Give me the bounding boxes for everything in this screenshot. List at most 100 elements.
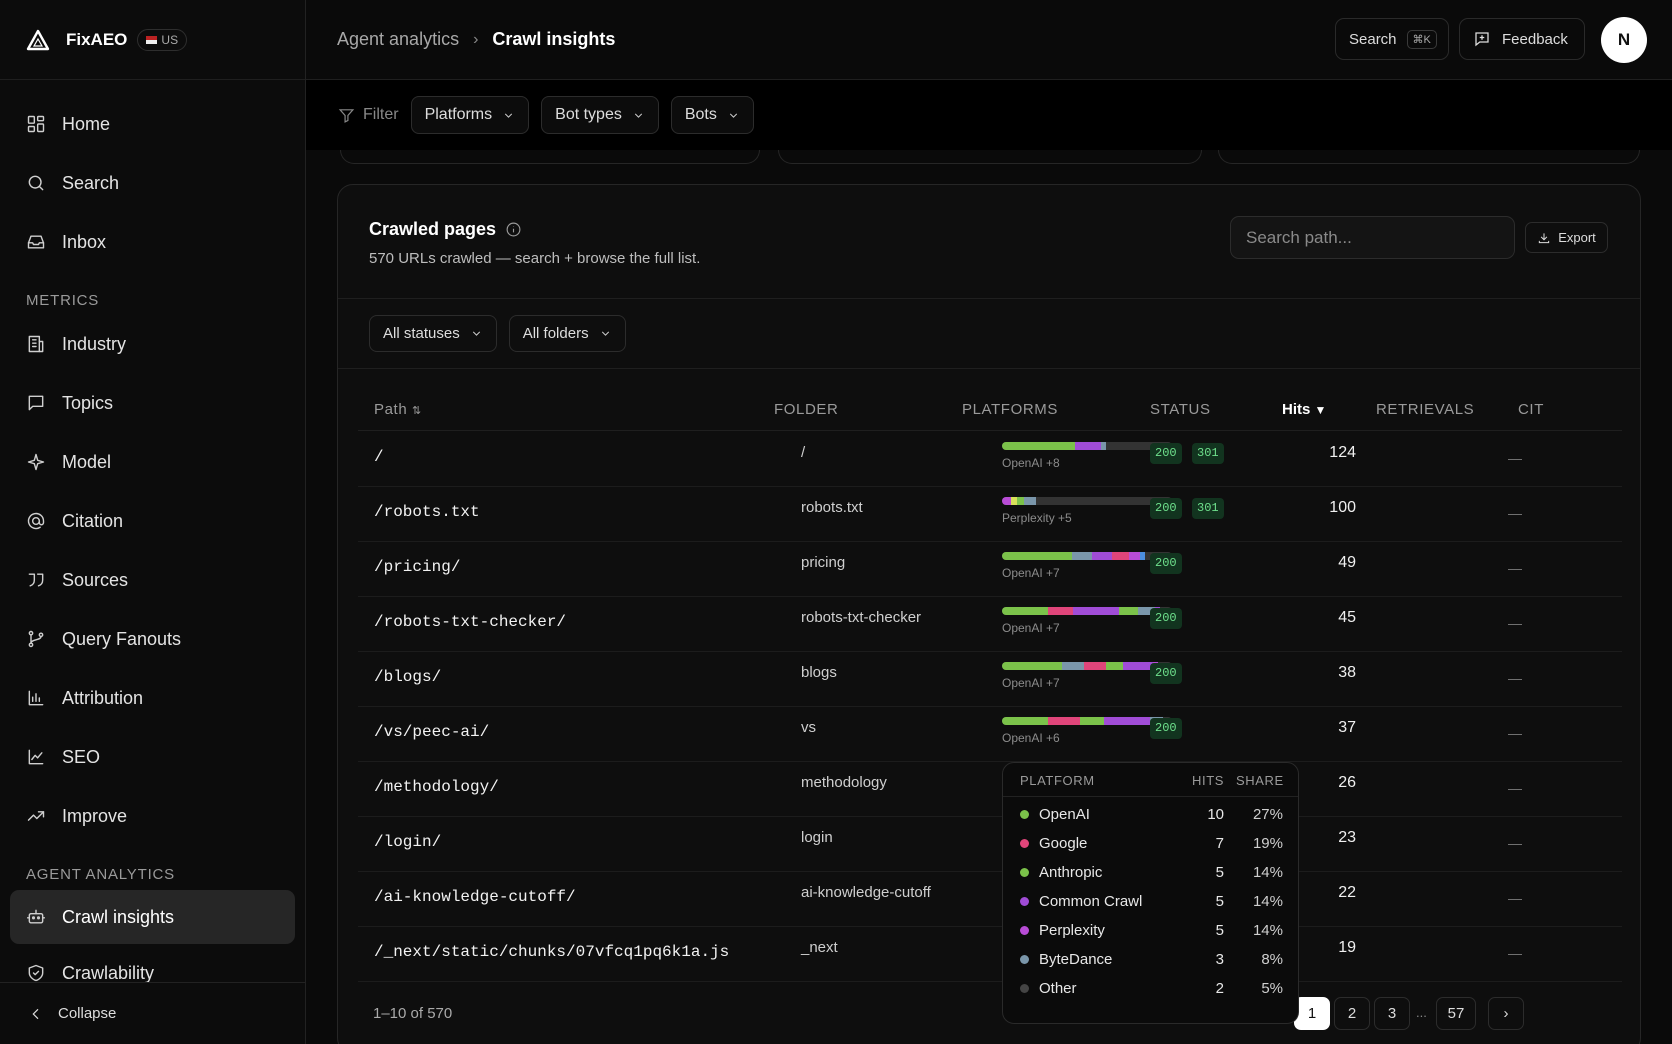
status-badge: 200	[1150, 663, 1182, 684]
column-hits[interactable]: Hits ▼	[1282, 401, 1326, 418]
table-row[interactable]: /ai-knowledge-cutoff/ai-knowledge-cutoff…	[358, 872, 1622, 927]
tooltip-row: Anthropic 5 14%	[1020, 862, 1283, 884]
sidebar-item-query-fanouts[interactable]: Query Fanouts	[10, 612, 295, 666]
sidebar-item-improve[interactable]: Improve	[10, 789, 295, 843]
row-retrievals: —	[1508, 670, 1522, 686]
path-search-input[interactable]	[1230, 216, 1515, 259]
sidebar-item-citation[interactable]: Citation	[10, 494, 295, 548]
page-button-last[interactable]: 57	[1436, 997, 1476, 1030]
crawled-pages-panel: Crawled pages 570 URLs crawled — search …	[337, 184, 1641, 1044]
row-retrievals: —	[1508, 780, 1522, 796]
sidebar-item-topics[interactable]: Topics	[10, 376, 295, 430]
tooltip-platform-name: OpenAI	[1039, 806, 1090, 823]
export-button[interactable]: Export	[1525, 222, 1608, 253]
sidebar-item-attribution[interactable]: Attribution	[10, 671, 295, 725]
tooltip-platform-hits: 10	[1207, 806, 1224, 823]
feedback-button[interactable]: Feedback	[1459, 18, 1585, 60]
platform-bar[interactable]: OpenAI +7	[1002, 607, 1172, 635]
folder-select[interactable]: All folders	[508, 315, 626, 352]
platform-bar[interactable]: OpenAI +7	[1002, 662, 1172, 690]
tooltip-platform-name: Google	[1039, 835, 1088, 852]
row-folder: blogs	[801, 664, 837, 681]
info-icon[interactable]	[505, 221, 522, 238]
column-platforms: PLATFORMS	[962, 401, 1058, 418]
sidebar-item-label: SEO	[62, 746, 101, 767]
table-row[interactable]: /robots.txt robots.txt Perplexity +5 200 301…	[358, 487, 1622, 542]
column-label: Hits	[1282, 401, 1311, 418]
feedback-label: Feedback	[1502, 30, 1568, 48]
pagination-range: 1–10 of 570	[373, 1005, 453, 1022]
status-select[interactable]: All statuses	[369, 315, 497, 352]
row-path[interactable]: /	[374, 448, 384, 466]
next-page-button[interactable]: ›	[1488, 997, 1524, 1030]
platform-color-dot	[1020, 897, 1029, 906]
column-path[interactable]: Path ⇅	[374, 401, 422, 418]
tooltip-col-hits: HITS	[1192, 773, 1225, 788]
row-path[interactable]: /login/	[374, 833, 442, 851]
platform-bar[interactable]: OpenAI +8	[1002, 442, 1172, 470]
region-badge[interactable]: US	[137, 28, 188, 51]
tooltip-row: OpenAI 10 27%	[1020, 804, 1283, 826]
row-folder: vs	[801, 719, 816, 736]
row-path[interactable]: /pricing/	[374, 558, 461, 576]
status-badge: 301	[1192, 498, 1224, 519]
table-row[interactable]: /pricing/pricing OpenAI +7 200 49 —	[358, 542, 1622, 597]
row-path[interactable]: /methodology/	[374, 778, 499, 796]
bot-types-filter[interactable]: Bot types	[541, 96, 659, 134]
table-row[interactable]: /blogs/blogs OpenAI +7 200 38 —	[358, 652, 1622, 707]
sidebar-item-seo[interactable]: SEO	[10, 730, 295, 784]
table-row[interactable]: / / OpenAI +8 200 301 124 —	[358, 432, 1622, 487]
bot-icon	[26, 909, 46, 924]
column-label: Path	[374, 401, 408, 418]
bots-filter[interactable]: Bots	[670, 96, 754, 134]
row-path[interactable]: /_next/static/chunks/07vfcq1pq6k1a.js	[374, 943, 730, 961]
sidebar-item-label: Home	[62, 113, 111, 134]
row-path[interactable]: /blogs/	[374, 668, 442, 686]
sidebar-item-sources[interactable]: Sources	[10, 553, 295, 607]
breadcrumb-parent[interactable]: Agent analytics	[337, 29, 460, 49]
table-row[interactable]: /login/login 23 —	[358, 817, 1622, 872]
grid-icon	[27, 115, 45, 133]
filter-icon	[338, 108, 355, 123]
section-metrics: METRICS	[26, 292, 100, 309]
platform-segment	[1103, 717, 1150, 725]
brand: FixAEO US	[0, 0, 305, 80]
collapse-button[interactable]: Collapse	[0, 982, 305, 1044]
tooltip-platform-hits: 5	[1215, 893, 1224, 910]
row-retrievals: —	[1508, 725, 1522, 741]
sidebar-item-search[interactable]: Search	[10, 156, 295, 210]
sidebar-item-model[interactable]: Model	[10, 435, 295, 489]
avatar[interactable]: N	[1601, 17, 1647, 63]
sidebar-item-home[interactable]: Home	[10, 97, 295, 151]
page-button-3[interactable]: 3	[1374, 997, 1410, 1030]
row-path[interactable]: /vs/peec-ai/	[374, 723, 490, 741]
table-row[interactable]: /methodology/methodology 26 —	[358, 762, 1622, 817]
table-row[interactable]: /_next/static/chunks/07vfcq1pq6k1a.js _ne…	[358, 927, 1622, 982]
sidebar-item-crawl-insights[interactable]: Crawl insights	[10, 890, 295, 944]
platform-segment	[1047, 607, 1074, 615]
breadcrumb-separator-icon: ›	[473, 30, 479, 48]
platform-bar[interactable]: Perplexity +5	[1002, 497, 1172, 525]
platform-segment	[1002, 662, 1062, 670]
table-row[interactable]: /robots-txt-checker/robots-txt-checker Op…	[358, 597, 1622, 652]
sidebar-item-industry[interactable]: Industry	[10, 317, 295, 371]
row-hits: 45	[1338, 609, 1356, 626]
panel-subtitle: 570 URLs crawled — search + browse the f…	[369, 250, 701, 267]
sidebar-item-crawlability[interactable]: Crawlability	[10, 948, 295, 998]
platform-segment	[1112, 552, 1130, 560]
platforms-filter[interactable]: Platforms	[410, 96, 530, 134]
row-path[interactable]: /ai-knowledge-cutoff/	[374, 888, 576, 906]
sidebar-item-label: Improve	[62, 805, 128, 826]
row-path[interactable]: /robots.txt	[374, 503, 480, 521]
table-row[interactable]: /vs/peec-ai/vs OpenAI +6 200 37 —	[358, 707, 1622, 762]
page-button-1[interactable]: 1	[1294, 997, 1330, 1030]
platform-bar[interactable]: OpenAI +6	[1002, 717, 1172, 745]
sidebar-item-inbox[interactable]: Inbox	[10, 215, 295, 269]
page-button-2[interactable]: 2	[1334, 997, 1370, 1030]
chip-label: Bots	[684, 106, 717, 123]
fixaeo-logo-icon[interactable]	[26, 28, 50, 52]
platform-bar[interactable]: OpenAI +7	[1002, 552, 1172, 580]
tooltip-platform-share: 5%	[1261, 980, 1283, 997]
global-search-button[interactable]: Search ⌘K	[1335, 18, 1449, 60]
row-path[interactable]: /robots-txt-checker/	[374, 613, 567, 631]
